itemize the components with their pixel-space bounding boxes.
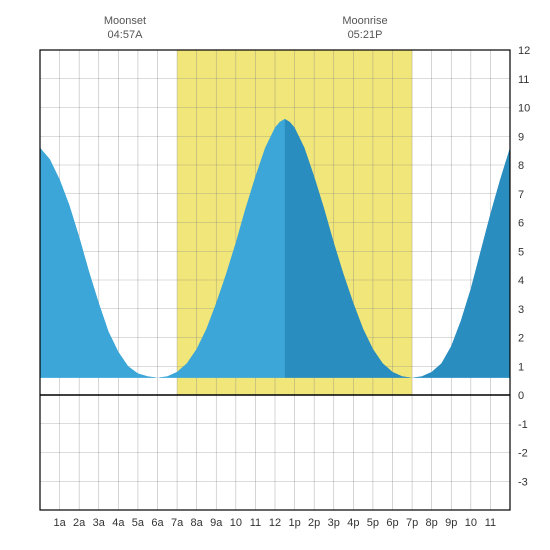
svg-text:8: 8 <box>518 160 524 172</box>
svg-text:2: 2 <box>518 333 524 345</box>
svg-text:2a: 2a <box>73 517 86 529</box>
svg-text:11: 11 <box>250 517 261 529</box>
svg-text:8p: 8p <box>426 517 438 529</box>
svg-text:7a: 7a <box>171 517 184 529</box>
annotation-moonrise: Moonrise 05:21P <box>342 14 387 43</box>
svg-text:6: 6 <box>518 218 524 230</box>
svg-text:4p: 4p <box>347 517 359 529</box>
annotation-moonset: Moonset 04:57A <box>104 14 146 43</box>
svg-text:9: 9 <box>518 131 524 143</box>
svg-text:4: 4 <box>518 275 524 287</box>
annotation-moonrise-time: 05:21P <box>342 28 387 42</box>
annotation-moonset-time: 04:57A <box>104 28 146 42</box>
svg-text:1: 1 <box>518 361 524 373</box>
svg-text:10: 10 <box>465 517 477 529</box>
svg-text:9a: 9a <box>210 517 223 529</box>
tide-chart: 1a2a3a4a5a6a7a8a9a1011121p2p3p4p5p6p7p8p… <box>0 0 550 550</box>
svg-text:6a: 6a <box>151 517 164 529</box>
svg-text:7p: 7p <box>406 517 418 529</box>
svg-text:10: 10 <box>518 103 530 115</box>
svg-text:11: 11 <box>485 517 496 529</box>
svg-text:4a: 4a <box>112 517 125 529</box>
svg-text:6p: 6p <box>386 517 398 529</box>
svg-text:3: 3 <box>518 304 524 316</box>
svg-text:1p: 1p <box>288 517 300 529</box>
svg-text:1a: 1a <box>53 517 66 529</box>
svg-text:3p: 3p <box>328 517 340 529</box>
svg-text:5: 5 <box>518 246 524 258</box>
annotation-moonrise-title: Moonrise <box>342 14 387 28</box>
svg-text:9p: 9p <box>445 517 457 529</box>
svg-text:8a: 8a <box>191 517 204 529</box>
svg-text:3a: 3a <box>93 517 106 529</box>
svg-text:11: 11 <box>518 74 529 86</box>
svg-text:10: 10 <box>230 517 242 529</box>
svg-text:-2: -2 <box>518 448 528 460</box>
annotation-moonset-title: Moonset <box>104 14 146 28</box>
svg-text:5p: 5p <box>367 517 379 529</box>
svg-text:7: 7 <box>518 189 524 201</box>
svg-text:-3: -3 <box>518 476 528 488</box>
svg-text:-1: -1 <box>518 419 528 431</box>
svg-text:5a: 5a <box>132 517 145 529</box>
svg-text:0: 0 <box>518 390 524 402</box>
svg-text:12: 12 <box>269 517 281 529</box>
chart-svg: 1a2a3a4a5a6a7a8a9a1011121p2p3p4p5p6p7p8p… <box>0 0 550 550</box>
svg-text:12: 12 <box>518 45 530 57</box>
svg-text:2p: 2p <box>308 517 320 529</box>
